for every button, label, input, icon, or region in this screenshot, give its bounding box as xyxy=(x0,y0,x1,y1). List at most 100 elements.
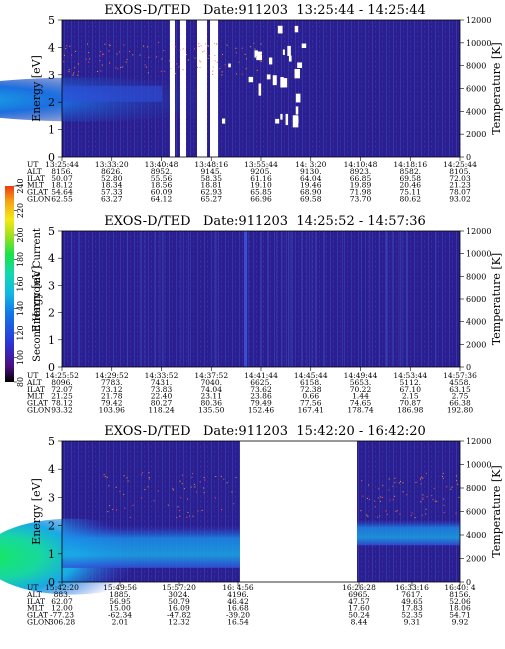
table-cell: 7783. xyxy=(101,378,122,387)
table-row-label: GLAT xyxy=(27,611,48,620)
table-cell: 16:33:16 xyxy=(395,583,429,592)
table-cell: 8156. xyxy=(51,167,72,176)
speckle-dot xyxy=(193,48,195,50)
table-cell: 70.22 xyxy=(350,385,372,394)
speckle-dot xyxy=(123,44,125,46)
y2-tick-label: 2000 xyxy=(466,130,486,139)
data-gap xyxy=(240,441,357,582)
data-void xyxy=(228,63,231,68)
speckle-dot xyxy=(115,486,117,488)
table-cell: 50.24 xyxy=(348,611,370,620)
speckle-dot xyxy=(374,506,376,508)
speckle-dot xyxy=(399,480,401,482)
table-cell: 15.00 xyxy=(109,604,131,613)
speckle-dot xyxy=(393,495,395,497)
speckle-dot xyxy=(456,480,458,482)
speckle-dot xyxy=(183,488,185,490)
data-void xyxy=(285,113,289,126)
speckle-dot xyxy=(396,510,398,512)
speckle-dot xyxy=(392,499,394,501)
speckle-dot xyxy=(129,516,131,518)
speckle-dot xyxy=(85,58,87,60)
table-cell: 13:33:20 xyxy=(95,160,129,169)
speckle-dot xyxy=(436,500,438,502)
data-void xyxy=(282,49,285,55)
vertical-stripe xyxy=(341,231,343,367)
speckle-dot xyxy=(104,43,106,45)
speckle-dot xyxy=(200,45,202,47)
table-cell: 8156. xyxy=(449,590,470,599)
speckle-dot xyxy=(394,482,396,484)
speckle-dot xyxy=(216,43,218,45)
table-cell: 13:40:48 xyxy=(145,160,179,169)
table-cell: 73.62 xyxy=(250,385,272,394)
speckle-dot xyxy=(433,487,435,489)
table-cell: 16.54 xyxy=(227,618,249,627)
table-cell: 18.81 xyxy=(201,181,222,190)
table-row-label: ILAT xyxy=(27,597,45,606)
table-cell: 15:49:56 xyxy=(103,583,137,592)
speckle-dot xyxy=(99,60,101,62)
ion-intensity-band xyxy=(357,519,460,546)
vertical-stripe xyxy=(187,231,189,367)
table-row-label: MLT xyxy=(27,181,44,190)
data-void xyxy=(258,83,262,96)
table-cell: 52.80 xyxy=(101,174,123,183)
table-cell: 8.44 xyxy=(351,618,368,627)
table-row-label: ALT xyxy=(26,590,42,599)
table-cell: 14:53:44 xyxy=(393,371,427,380)
speckle-dot xyxy=(109,45,111,47)
speckle-dot xyxy=(88,52,90,54)
y-tick-label: 4 xyxy=(48,41,55,54)
y2-tick-label: 6000 xyxy=(466,508,486,517)
speckle-dot xyxy=(203,50,205,52)
speckle-dot xyxy=(141,497,143,499)
table-cell: 70.87 xyxy=(400,399,422,408)
table-cell: 9130. xyxy=(300,167,321,176)
vertical-stripe xyxy=(78,231,80,367)
table-cell: 23.86 xyxy=(250,392,272,401)
panel-3-title: EXOS-D/TED Date:911203 15:42:20 - 16:42:… xyxy=(104,424,426,439)
vertical-stripe xyxy=(244,231,246,367)
speckle-dot xyxy=(245,68,247,70)
speckle-dot xyxy=(223,478,225,480)
vertical-stripe xyxy=(306,231,308,367)
speckle-dot xyxy=(194,486,196,488)
speckle-dot xyxy=(420,501,422,503)
speckle-dot xyxy=(127,480,129,482)
speckle-dot xyxy=(241,47,243,49)
table-cell: 103.96 xyxy=(99,406,125,415)
plot-area xyxy=(0,20,460,157)
speckle-dot xyxy=(421,514,423,516)
speckle-dot xyxy=(220,475,222,477)
speckle-dot xyxy=(425,508,427,510)
speckle-dot xyxy=(379,515,381,517)
table-cell: 17.60 xyxy=(348,604,370,613)
speckle-dot xyxy=(212,70,214,72)
table-cell: 16:40: 4 xyxy=(444,583,476,592)
speckle-dot xyxy=(116,509,118,511)
speckle-dot xyxy=(381,496,383,498)
speckle-dot xyxy=(119,490,121,492)
table-row-label: ILAT xyxy=(27,385,45,394)
vertical-stripe xyxy=(215,231,217,367)
colorbar-gradient xyxy=(5,186,14,382)
speckle-dot xyxy=(65,48,67,50)
speckle-dot xyxy=(241,73,243,75)
table-cell: 8096. xyxy=(51,378,72,387)
table-cell: 19.89 xyxy=(350,181,372,190)
speckle-dot xyxy=(74,67,76,69)
speckle-dot xyxy=(366,497,368,499)
speckle-dot xyxy=(214,55,216,57)
speckle-dot xyxy=(214,497,216,499)
speckle-dot xyxy=(216,61,218,63)
speckle-dot xyxy=(254,48,256,50)
speckle-dot xyxy=(421,476,423,478)
speckle-dot xyxy=(108,50,110,52)
speckle-dot xyxy=(402,491,404,493)
speckle-dot xyxy=(170,68,172,70)
speckle-dot xyxy=(73,72,75,74)
table-cell: 50.79 xyxy=(168,597,190,606)
data-void xyxy=(295,106,299,115)
